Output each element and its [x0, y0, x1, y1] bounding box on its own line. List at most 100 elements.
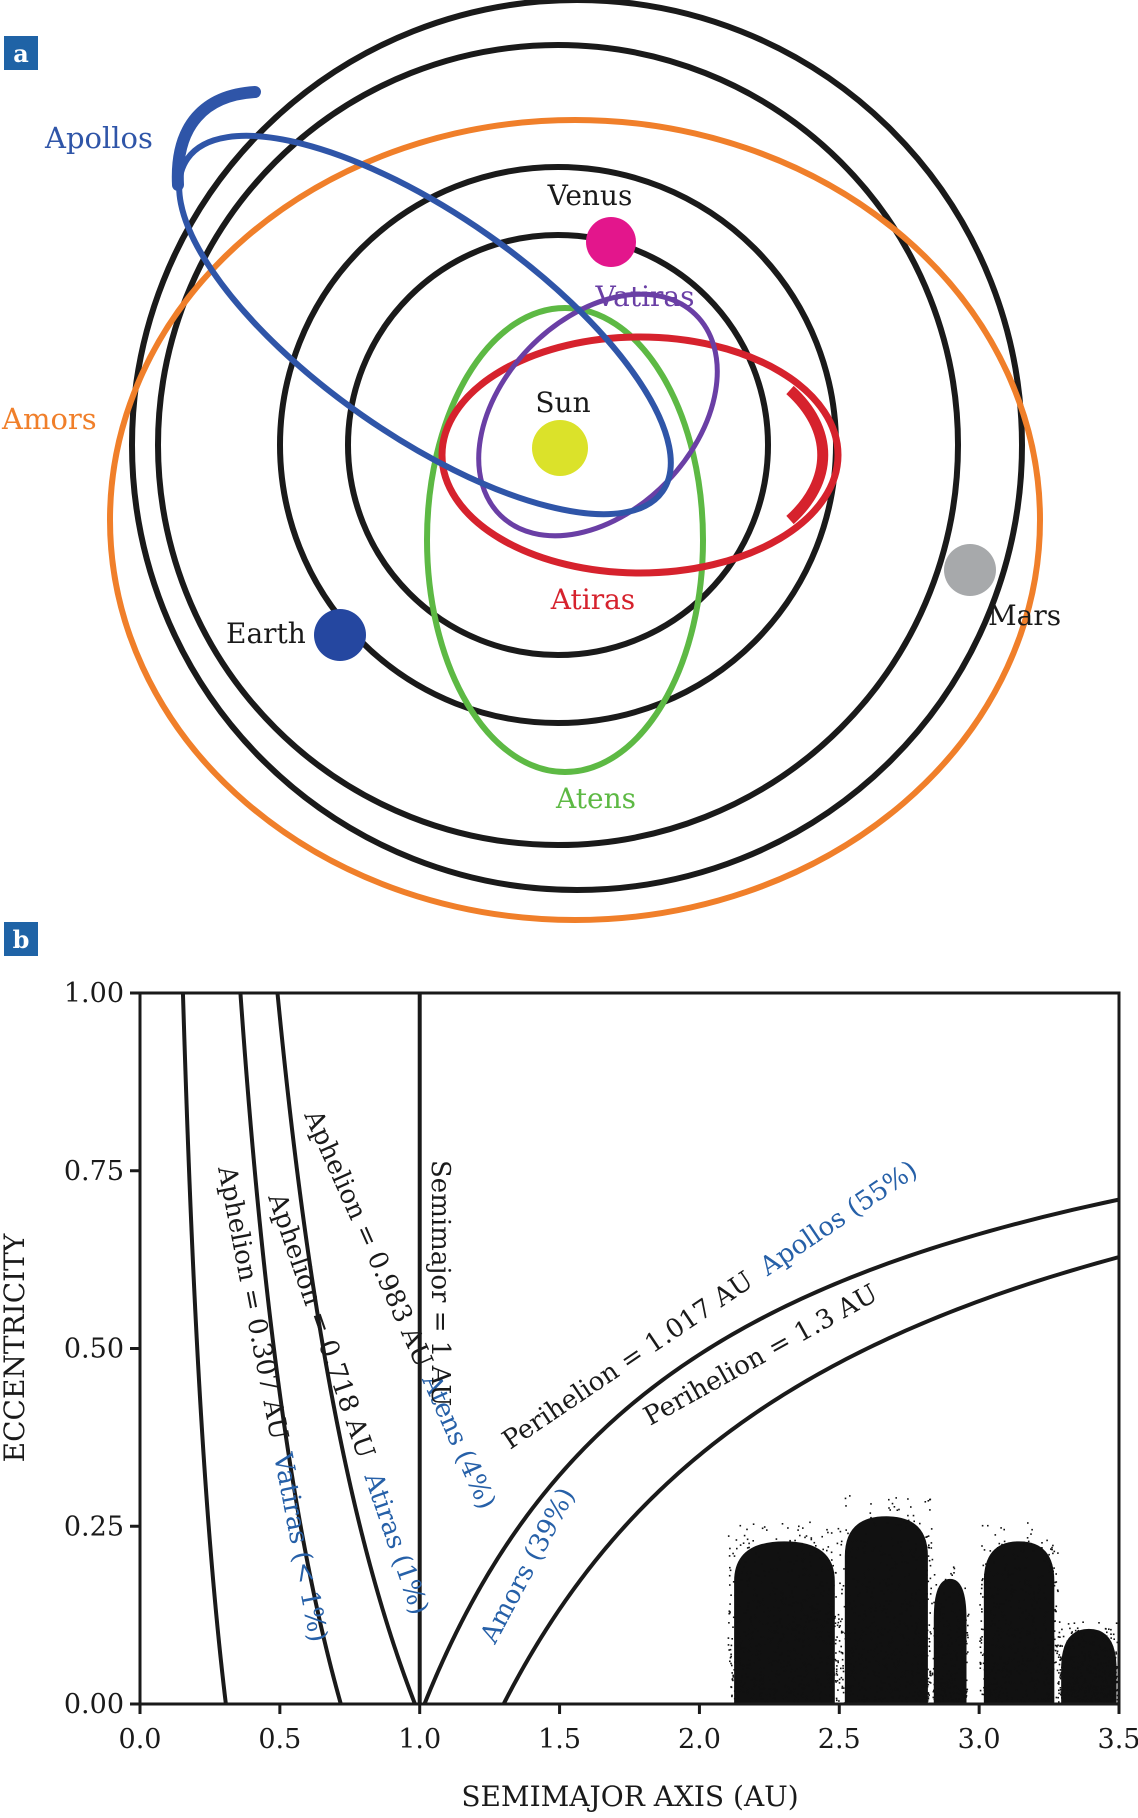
scatter-point — [1054, 1649, 1057, 1652]
scatter-point — [1114, 1679, 1116, 1682]
scatter-point — [805, 1695, 808, 1698]
scatter-point — [1047, 1570, 1050, 1573]
scatter-point — [1007, 1573, 1009, 1575]
scatter-point — [875, 1643, 878, 1646]
scatter-point — [1096, 1653, 1098, 1655]
scatter-point — [800, 1609, 803, 1612]
scatter-point — [1000, 1670, 1003, 1673]
scatter-point — [762, 1598, 764, 1601]
scatter-point — [1033, 1591, 1035, 1593]
scatter-point — [752, 1523, 755, 1525]
scatter-point — [813, 1594, 815, 1597]
scatter-point — [1101, 1666, 1104, 1669]
scatter-point — [835, 1596, 837, 1598]
scatter-point — [1005, 1598, 1007, 1601]
scatter-point — [1089, 1700, 1091, 1702]
scatter-point — [746, 1664, 749, 1666]
scatter-point — [834, 1622, 837, 1624]
scatter-point — [1019, 1581, 1021, 1583]
scatter-point — [1070, 1689, 1072, 1692]
scatter-point — [1059, 1656, 1062, 1658]
scatter-point — [926, 1593, 928, 1595]
scatter-point — [847, 1633, 849, 1636]
scatter-point — [878, 1663, 881, 1666]
scatter-point — [755, 1654, 758, 1656]
scatter-point — [775, 1651, 778, 1653]
scatter-point — [840, 1543, 843, 1546]
scatter-point — [1108, 1662, 1111, 1665]
scatter-point — [1094, 1695, 1096, 1697]
scatter-point — [1039, 1607, 1041, 1609]
scatter-point — [962, 1684, 965, 1687]
scatter-point — [852, 1669, 855, 1672]
scatter-point — [828, 1644, 831, 1646]
scatter-point — [1052, 1570, 1054, 1573]
scatter-point — [779, 1640, 781, 1642]
scatter-point — [747, 1687, 750, 1690]
scatter-point — [830, 1689, 832, 1691]
scatter-point — [814, 1668, 816, 1670]
scatter-point — [901, 1561, 903, 1563]
scatter-point — [1030, 1598, 1033, 1601]
scatter-point — [793, 1699, 796, 1702]
scatter-point — [945, 1694, 947, 1697]
scatter-point — [877, 1629, 879, 1632]
scatter-point — [1114, 1675, 1117, 1677]
scatter-point — [797, 1675, 799, 1677]
scatter-point — [870, 1649, 872, 1651]
scatter-point — [966, 1688, 969, 1691]
scatter-point — [779, 1654, 782, 1656]
scatter-point — [1003, 1555, 1006, 1558]
scatter-point — [731, 1672, 733, 1674]
scatter-point — [874, 1699, 877, 1701]
scatter-point — [926, 1574, 928, 1576]
scatter-point — [951, 1678, 954, 1681]
scatter-point — [1030, 1658, 1033, 1661]
scatter-point — [1086, 1698, 1089, 1701]
scatter-point — [949, 1645, 951, 1648]
scatter-point — [965, 1652, 968, 1655]
earth-label: Earth — [226, 617, 306, 650]
scatter-point — [895, 1626, 898, 1629]
scatter-point — [905, 1609, 908, 1612]
scatter-point — [733, 1697, 736, 1700]
scatter-point — [980, 1587, 983, 1590]
scatter-point — [1032, 1619, 1034, 1622]
scatter-point — [988, 1684, 990, 1686]
scatter-point — [1042, 1651, 1045, 1653]
scatter-point — [782, 1545, 785, 1548]
scatter-point — [1064, 1700, 1067, 1702]
scatter-point — [1010, 1621, 1012, 1624]
scatter-point — [889, 1509, 891, 1511]
x-tick-label: 2.5 — [818, 1724, 861, 1755]
scatter-point — [816, 1667, 819, 1669]
scatter-point — [827, 1592, 830, 1595]
scatter-point — [955, 1587, 958, 1590]
scatter-point — [761, 1683, 764, 1685]
scatter-point — [1049, 1662, 1052, 1665]
scatter-point — [730, 1662, 732, 1665]
scatter-point — [924, 1605, 926, 1608]
scatter-point — [780, 1589, 783, 1592]
scatter-point — [927, 1546, 930, 1549]
scatter-point — [1054, 1608, 1056, 1611]
scatter-point — [1110, 1698, 1113, 1701]
scatter-point — [805, 1613, 808, 1616]
scatter-point — [916, 1663, 919, 1665]
scatter-point — [746, 1571, 749, 1574]
scatter-point — [854, 1644, 857, 1647]
scatter-point — [792, 1701, 795, 1703]
scatter-point — [829, 1631, 832, 1634]
scatter-point — [767, 1638, 770, 1640]
scatter-point — [939, 1608, 941, 1610]
scatter-point — [1064, 1695, 1067, 1698]
scatter-point — [979, 1640, 981, 1642]
scatter-point — [897, 1625, 899, 1628]
scatter-point — [767, 1657, 770, 1660]
scatter-point — [1008, 1548, 1011, 1550]
scatter-point — [854, 1639, 856, 1641]
scatter-point — [929, 1682, 932, 1684]
scatter-point — [1047, 1561, 1050, 1563]
scatter-point — [1019, 1568, 1021, 1571]
scatter-point — [1114, 1659, 1116, 1661]
